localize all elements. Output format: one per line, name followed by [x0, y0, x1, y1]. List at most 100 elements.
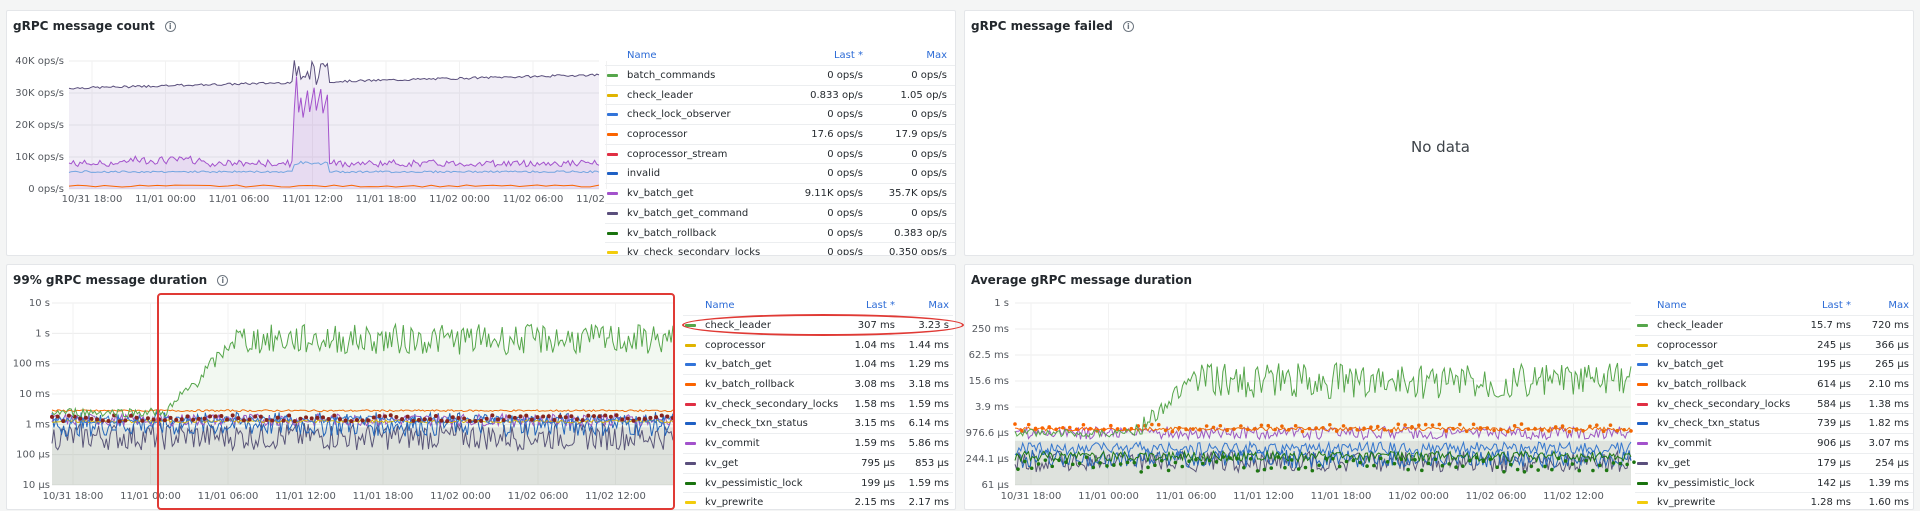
- legend-series-name[interactable]: kv_batch_rollback: [627, 227, 717, 239]
- panel-title[interactable]: gRPC message count i: [13, 19, 176, 33]
- series-kv-pessimistic-lock-point: [1447, 462, 1451, 466]
- legend-series-name[interactable]: coprocessor: [1657, 339, 1718, 351]
- legend-series-name[interactable]: kv_batch_rollback: [705, 379, 795, 391]
- legend-row[interactable]: kv_pessimistic_lock 199 µs 1.59 ms: [683, 472, 953, 493]
- legend-header-last[interactable]: Last *: [865, 300, 895, 311]
- series-check-leader: [1014, 362, 1632, 439]
- series-kv-check-secondary-locks-point: [253, 414, 258, 419]
- legend-row[interactable]: invalid 0 ops/s 0 ops/s: [605, 163, 955, 183]
- legend-row[interactable]: coprocessor 245 µs 366 µs: [1635, 334, 1913, 355]
- legend-row[interactable]: kv_batch_rollback 614 µs 2.10 ms: [1635, 374, 1913, 394]
- panel-title[interactable]: 99% gRPC message duration i: [13, 273, 229, 287]
- series-kv-batch-rollback-point: [1054, 427, 1058, 432]
- legend-row[interactable]: kv_prewrite 2.15 ms 2.17 ms: [683, 492, 953, 509]
- legend-row[interactable]: kv_pessimistic_lock 142 µs 1.39 ms: [1635, 472, 1913, 493]
- legend-series-name[interactable]: kv_batch_rollback: [1657, 379, 1747, 391]
- legend-p99-grpc-message-duration[interactable]: Name Last * Max check_leader 307 ms 3.23 s cop…: [683, 297, 953, 509]
- legend-series-name[interactable]: kv_check_txn_status: [1657, 418, 1760, 430]
- legend-header-name[interactable]: Name: [627, 50, 657, 61]
- legend-series-name[interactable]: kv_prewrite: [1657, 497, 1716, 509]
- legend-row[interactable]: kv_check_secondary_locks 1.58 ms 1.59 ms: [683, 393, 953, 414]
- legend-last-value: 1.58 ms: [854, 398, 895, 410]
- legend-series-name[interactable]: kv_check_secondary_locks: [705, 398, 839, 410]
- legend-series-name[interactable]: kv_check_txn_status: [705, 418, 808, 430]
- legend-average-grpc-message-duration[interactable]: Name Last * Max check_leader 15.7 ms 720 ms co…: [1635, 297, 1913, 509]
- legend-series-name[interactable]: check_leader: [627, 89, 693, 101]
- legend-row[interactable]: kv_get 179 µs 254 µs: [1635, 452, 1913, 473]
- legend-header-last[interactable]: Last *: [1821, 300, 1851, 311]
- legend-row[interactable]: kv_batch_get_command 0 ops/s 0 ops/s: [605, 202, 955, 223]
- legend-row[interactable]: check_lock_observer 0 ops/s 0 ops/s: [605, 104, 955, 124]
- legend-grpc-message-count[interactable]: Name Last * Max batch_commands 0 ops/s 0 ops/…: [605, 47, 955, 256]
- legend-series-name[interactable]: kv_get: [1657, 457, 1691, 469]
- series-kv-pessimistic-lock-point: [1029, 466, 1034, 471]
- legend-series-name[interactable]: coprocessor: [705, 339, 766, 351]
- legend-max-value: 1.29 ms: [908, 359, 949, 371]
- series-kv-pessimistic-lock-point: [1132, 460, 1137, 465]
- info-icon[interactable]: i: [1122, 20, 1134, 32]
- legend-header-last[interactable]: Last *: [833, 50, 863, 61]
- panel-title[interactable]: gRPC message failed i: [971, 19, 1134, 33]
- legend-header-name[interactable]: Name: [705, 300, 735, 311]
- series-kv-batch-rollback-point: [1286, 428, 1291, 432]
- legend-series-name[interactable]: kv_commit: [705, 438, 760, 450]
- legend-row[interactable]: coprocessor 1.04 ms 1.44 ms: [683, 334, 953, 355]
- legend-max-value: 2.10 ms: [1868, 379, 1909, 391]
- info-icon[interactable]: i: [217, 274, 229, 286]
- legend-series-name[interactable]: kv_batch_get: [705, 359, 772, 371]
- panel-title[interactable]: Average gRPC message duration: [971, 273, 1192, 287]
- series-kv-check-secondary-locks-point: [225, 417, 230, 422]
- legend-series-name[interactable]: kv_check_secondary_locks: [1657, 398, 1791, 410]
- legend-series-name[interactable]: coprocessor_stream: [627, 148, 728, 160]
- legend-max-value: 1.59 ms: [908, 477, 949, 489]
- legend-series-name[interactable]: kv_batch_get: [627, 188, 694, 200]
- legend-series-name[interactable]: kv_commit: [1657, 438, 1712, 450]
- series-kv-pessimistic-lock-point: [1070, 462, 1075, 467]
- series-kv-batch-rollback-point: [1061, 425, 1065, 430]
- legend-row[interactable]: check_leader 15.7 ms 720 ms: [1635, 315, 1913, 335]
- legend-row[interactable]: kv_batch_get 1.04 ms 1.29 ms: [683, 354, 953, 374]
- legend-header-max[interactable]: Max: [928, 300, 949, 311]
- series-kv-check-secondary-locks-point: [258, 414, 263, 419]
- legend-row[interactable]: kv_batch_get 9.11K ops/s 35.7K ops/s: [605, 183, 955, 203]
- legend-series-name[interactable]: kv_batch_get_command: [627, 207, 749, 219]
- legend-series-name[interactable]: batch_commands: [627, 70, 716, 81]
- legend-row[interactable]: kv_prewrite 1.28 ms 1.60 ms: [1635, 492, 1913, 509]
- legend-series-name[interactable]: kv_get: [705, 457, 739, 469]
- legend-series-name[interactable]: coprocessor: [627, 129, 688, 141]
- legend-row[interactable]: kv_check_txn_status 739 µs 1.82 ms: [1635, 413, 1913, 433]
- legend-row[interactable]: kv_batch_rollback 3.08 ms 3.18 ms: [683, 374, 953, 394]
- panel-grpc-message-failed: gRPC message failed i No data: [964, 10, 1914, 256]
- legend-series-name[interactable]: kv_prewrite: [705, 497, 764, 509]
- legend-row[interactable]: kv_check_secondary_locks 584 µs 1.38 ms: [1635, 393, 1913, 414]
- x-tick-label: 11/02 00:00: [429, 194, 490, 205]
- series-kv-batch-rollback-point: [1369, 425, 1373, 430]
- legend-row[interactable]: check_leader 0.833 op/s 1.05 op/s: [605, 84, 955, 105]
- legend-row[interactable]: kv_get 795 µs 853 µs: [683, 452, 953, 473]
- legend-header-max[interactable]: Max: [926, 50, 947, 61]
- legend-series-name[interactable]: check_lock_observer: [627, 109, 731, 121]
- legend-row[interactable]: kv_batch_get 195 µs 265 µs: [1635, 354, 1913, 374]
- legend-header-max[interactable]: Max: [1888, 300, 1909, 311]
- legend-series-name[interactable]: kv_check_secondary_locks: [627, 247, 761, 256]
- legend-series-name[interactable]: kv_pessimistic_lock: [705, 477, 803, 489]
- legend-series-name[interactable]: invalid: [627, 168, 661, 180]
- legend-row[interactable]: kv_commit 1.59 ms 5.86 ms: [683, 433, 953, 453]
- legend-row[interactable]: kv_commit 906 µs 3.07 ms: [1635, 433, 1913, 453]
- legend-row[interactable]: kv_check_secondary_locks 0 ops/s 0.350 ops…: [605, 242, 955, 256]
- legend-series-name[interactable]: kv_batch_get: [1657, 359, 1724, 371]
- legend-row[interactable]: kv_batch_rollback 0 ops/s 0.383 op/s: [605, 222, 955, 243]
- series-kv-batch-get: [68, 76, 600, 169]
- legend-header-name[interactable]: Name: [1657, 300, 1687, 311]
- legend-row[interactable]: coprocessor 17.6 ops/s 17.9 ops/s: [605, 124, 955, 144]
- chart-average-grpc-message-duration[interactable]: 1 s 250 ms 62.5 ms 15.6 ms 3.9 ms 976.6 µs 244…: [965, 265, 1637, 510]
- chart-grpc-message-count[interactable]: 40K ops/s 30K ops/s 20K ops/s 10K ops/s 0 op…: [7, 11, 607, 256]
- legend-row[interactable]: coprocessor_stream 0 ops/s 0 ops/s: [605, 143, 955, 164]
- legend-series-name[interactable]: check_leader: [1657, 320, 1723, 331]
- info-icon[interactable]: i: [164, 20, 176, 32]
- legend-row[interactable]: batch_commands 0 ops/s 0 ops/s: [605, 65, 955, 85]
- legend-row[interactable]: kv_check_txn_status 3.15 ms 6.14 ms: [683, 413, 953, 433]
- legend-series-name[interactable]: kv_pessimistic_lock: [1657, 477, 1755, 489]
- series-kv-batch-rollback-point: [1211, 425, 1216, 430]
